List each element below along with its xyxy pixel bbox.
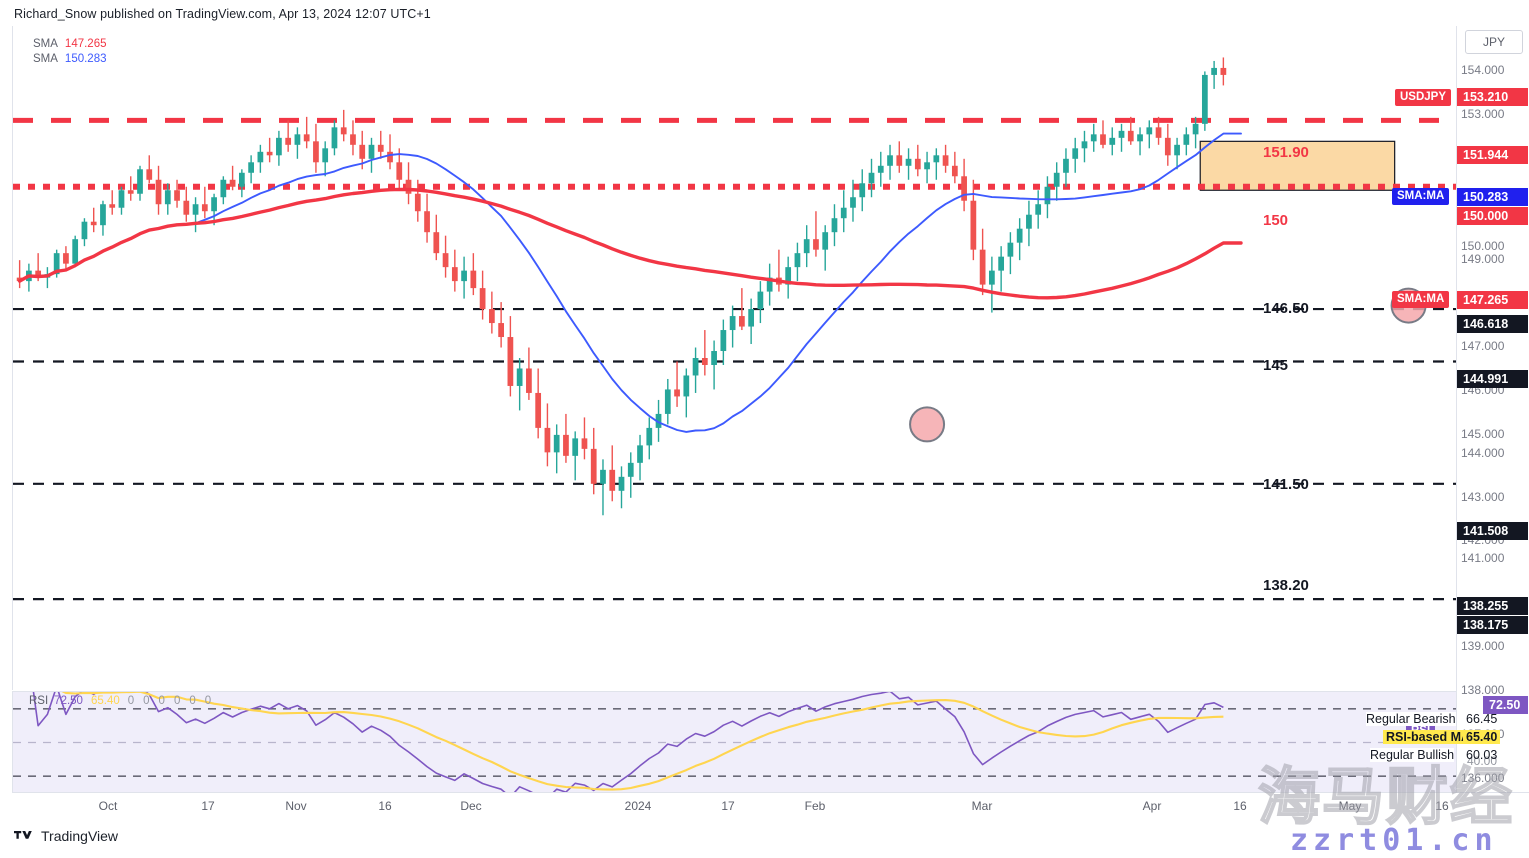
level-label-138-20: 138.20 (1263, 577, 1309, 594)
price-tick-145: 145.000 (1461, 427, 1505, 441)
price-scale[interactable]: JPY 154.000 153.000 152.000 151.000 150.… (1456, 26, 1529, 792)
rsi-legend-zero-2: 0 (158, 695, 165, 707)
price-tick-143: 143.000 (1461, 490, 1505, 504)
tradingview-logo-icon (14, 831, 32, 839)
currency-badge[interactable]: JPY (1465, 30, 1523, 54)
time-label-0: Oct (98, 799, 118, 813)
footer: TradingView (14, 828, 118, 844)
price-pill-rsi[interactable]: 72.50 (1483, 696, 1528, 714)
rsi-value-regular-bearish: 66.45 (1466, 712, 1498, 726)
time-label-2: Nov (285, 799, 307, 813)
time-label-8: Mar (971, 799, 993, 813)
legend-sma-name-0: SMA (33, 38, 58, 50)
time-label-6: 17 (721, 799, 735, 813)
rsi-legend-zero-3: 0 (173, 695, 181, 707)
price-pill-144-991[interactable]: 144.991 (1457, 370, 1528, 388)
rsi-legend-zero-0: 0 (127, 695, 135, 707)
chart-frame: SMA 147.265 SMA 150.283 151.90 150 146.50 … (0, 26, 1529, 822)
price-pill-146-618[interactable]: 146.618 (1457, 315, 1528, 333)
price-pill-138-175[interactable]: 138.175 (1457, 616, 1528, 634)
price-pill-151-944[interactable]: 151.944 (1457, 146, 1528, 164)
price-pane-legend: SMA 147.265 SMA 150.283 (33, 37, 107, 67)
price-tick-141: 141.000 (1461, 551, 1505, 565)
rsi-legend-name: RSI (29, 695, 49, 707)
rsi-label-regular-bearish: Regular Bearish (1366, 712, 1456, 726)
rsi-legend-zero-4: 0 (189, 695, 196, 707)
price-tick-rsi-40: 40.00 (1467, 754, 1498, 768)
legend-row-sma-fast: SMA 150.283 (33, 52, 107, 67)
rsi-legend-value: 72.50 (54, 695, 83, 707)
price-tick-149: 149.000 (1461, 252, 1505, 266)
rsi-value-regular-bullish: 60.03 (1466, 748, 1498, 762)
time-label-9: Apr (1142, 799, 1162, 813)
price-tick-138: 138.000 (1461, 683, 1505, 697)
level-label-146-50: 146.50 (1263, 300, 1309, 317)
time-label-12: 16 (1435, 799, 1449, 813)
level-label-145: 145 (1263, 357, 1289, 374)
price-pill-150-000[interactable]: 150.000 (1457, 207, 1528, 225)
price-tick-139: 139.000 (1461, 639, 1505, 653)
rsi-pane-legend: RSI 72.50 65.40 0 0 0 0 0 0 (29, 695, 220, 707)
rsi-label-rsi-based-ma: RSI-based MA (1383, 730, 1474, 744)
price-pill-last[interactable]: 153.210 (1457, 88, 1528, 106)
legend-row-sma-slow: SMA 147.265 (33, 37, 107, 52)
price-pane[interactable]: SMA 147.265 SMA 150.283 151.90 150 146.50 … (12, 26, 1456, 690)
time-label-10: 16 (1233, 799, 1247, 813)
price-pill-sma-fast[interactable]: 150.283 (1457, 188, 1528, 206)
tag-sma-ma-red[interactable]: SMA:MA (1392, 291, 1450, 308)
legend-sma-value-0: 147.265 (64, 38, 107, 50)
price-tick-154: 154.000 (1461, 63, 1505, 77)
price-tick-153: 153.000 (1461, 107, 1505, 121)
level-label-151-90: 151.90 (1263, 144, 1309, 161)
time-label-7: Feb (804, 799, 826, 813)
tag-sma-ma-blue[interactable]: SMA:MA (1392, 188, 1450, 205)
legend-sma-name-1: SMA (33, 53, 58, 65)
time-label-11: May (1338, 799, 1362, 813)
rsi-label-regular-bullish: Regular Bullish (1370, 748, 1455, 762)
watermark-url: zzrt01.cn (1290, 823, 1498, 858)
price-tick-150: 150.000 (1461, 239, 1505, 253)
tradingview-brand-label: TradingView (41, 828, 119, 844)
price-tick-136: 136.000 (1461, 771, 1505, 785)
time-label-5: 2024 (624, 799, 652, 813)
level-label-141-50: 141.50 (1263, 476, 1309, 493)
rsi-legend-zero-5: 0 (204, 695, 212, 707)
time-label-4: Dec (460, 799, 482, 813)
price-pill-138-255[interactable]: 138.255 (1457, 597, 1528, 615)
price-tick-147: 147.000 (1461, 339, 1505, 353)
published-byline: Richard_Snow published on TradingView.co… (14, 7, 431, 21)
price-pill-141-508[interactable]: 141.508 (1457, 522, 1528, 540)
rsi-legend-ma-value: 65.40 (90, 695, 120, 707)
tag-usdjpy[interactable]: USDJPY (1395, 89, 1452, 106)
rsi-value-rsi-based-ma: 65.40 (1463, 730, 1501, 744)
time-label-1: 17 (201, 799, 215, 813)
time-axis[interactable]: Oct 17 Nov 16 Dec 2024 17 Feb Mar Apr 16… (12, 792, 1529, 822)
time-label-3: 16 (378, 799, 392, 813)
legend-sma-value-1: 150.283 (64, 53, 107, 65)
price-chart-canvas (13, 57, 1456, 601)
price-pill-sma-slow[interactable]: 147.265 (1457, 291, 1528, 309)
rsi-legend-zero-1: 0 (143, 695, 150, 707)
level-label-150: 150 (1263, 212, 1289, 229)
rsi-chart-canvas (13, 692, 1456, 793)
price-tick-144: 144.000 (1461, 446, 1505, 460)
